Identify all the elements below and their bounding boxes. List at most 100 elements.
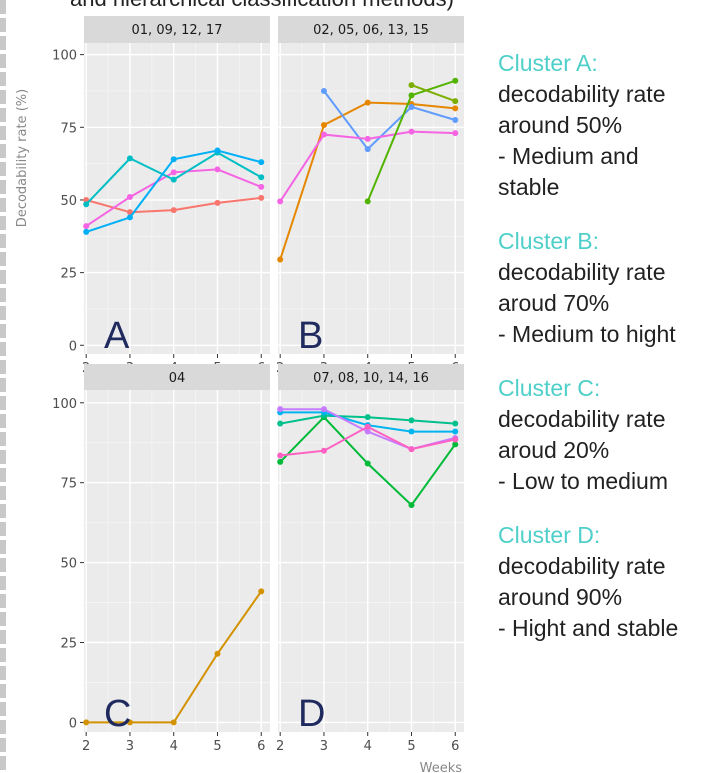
data-point xyxy=(408,428,415,435)
data-point xyxy=(320,131,327,138)
data-point xyxy=(452,77,459,84)
data-point xyxy=(170,719,177,726)
data-point xyxy=(83,228,90,235)
x-tick-label: 4 xyxy=(170,739,178,754)
facet-strip-label: 07, 08, 10, 14, 16 xyxy=(313,371,429,386)
data-point xyxy=(364,414,371,421)
x-axis-title: Weeks xyxy=(420,761,463,773)
data-point xyxy=(277,198,284,205)
cluster-b-line: - Medium to hight xyxy=(498,321,676,347)
data-point xyxy=(452,117,459,124)
data-point xyxy=(83,201,90,208)
data-point xyxy=(452,98,459,105)
cluster-b-line: aroud 70% xyxy=(498,290,610,316)
cluster-c-line: decodability rate xyxy=(498,406,666,432)
data-point xyxy=(126,214,133,221)
y-tick-label: 25 xyxy=(60,637,77,652)
data-point xyxy=(408,502,415,509)
cluster-letter: B xyxy=(298,315,323,357)
data-point xyxy=(320,406,327,413)
y-tick-label: 0 xyxy=(69,716,77,731)
x-tick-label: 3 xyxy=(126,739,134,754)
y-axis-title: Decodability rate (%) xyxy=(15,89,30,227)
x-tick-label: 5 xyxy=(213,739,221,754)
data-point xyxy=(408,128,415,135)
data-point xyxy=(320,87,327,94)
cluster-a-line: stable xyxy=(498,174,560,200)
data-point xyxy=(408,446,415,453)
data-point xyxy=(408,103,415,110)
data-point xyxy=(364,135,371,142)
x-tick-label: 6 xyxy=(451,739,459,754)
data-point xyxy=(126,194,133,201)
data-point xyxy=(170,156,177,163)
figure-title-fragment: and hierarchical classification methods) xyxy=(70,0,454,12)
facet-strip xyxy=(84,364,270,391)
panel-background xyxy=(84,390,270,732)
data-point xyxy=(277,256,284,263)
cluster-b-heading: Cluster B: xyxy=(498,228,599,254)
series-line xyxy=(323,90,456,151)
data-point xyxy=(320,121,327,128)
cluster-letter: A xyxy=(104,315,130,357)
cluster-note-b: Cluster B: decodability rate aroud 70% -… xyxy=(498,226,706,350)
data-point xyxy=(364,198,371,205)
data-point xyxy=(320,447,327,454)
facet-strip xyxy=(278,16,464,43)
data-point xyxy=(83,223,90,230)
y-tick-label: 100 xyxy=(52,397,77,412)
y-tick-label: 25 xyxy=(60,267,77,282)
data-point xyxy=(452,420,459,427)
facet-strip xyxy=(278,364,464,391)
data-point xyxy=(126,209,133,216)
data-point xyxy=(277,452,284,459)
cluster-c-heading: Cluster C: xyxy=(498,375,601,401)
cluster-c-line: - Low to medium xyxy=(498,468,669,494)
panel-background xyxy=(84,43,270,354)
data-point xyxy=(277,420,284,427)
x-tick-label: 4 xyxy=(364,739,372,754)
data-point xyxy=(258,174,265,181)
facet-strip xyxy=(84,16,270,43)
cluster-d-line: decodability rate xyxy=(498,553,666,579)
data-point xyxy=(258,194,265,201)
cluster-d-line: - Hight and stable xyxy=(498,615,679,641)
panel-background xyxy=(278,390,464,732)
series-line xyxy=(411,84,456,103)
cluster-d-line: around 90% xyxy=(498,584,623,610)
x-tick-label: 5 xyxy=(407,739,415,754)
x-tick-label: 6 xyxy=(257,739,265,754)
data-point xyxy=(452,441,459,448)
data-point xyxy=(452,428,459,435)
cluster-note-a: Cluster A: decodability rate around 50% … xyxy=(498,48,706,203)
data-point xyxy=(452,436,459,443)
data-point xyxy=(452,130,459,137)
cluster-note-d: Cluster D: decodability rate around 90% … xyxy=(498,520,706,644)
data-point xyxy=(214,199,221,206)
cluster-b-line: decodability rate xyxy=(498,259,666,285)
cluster-a-heading: Cluster A: xyxy=(498,50,598,76)
cluster-notes: Cluster A: decodability rate around 50% … xyxy=(498,48,706,667)
data-point xyxy=(364,146,371,153)
cluster-note-c: Cluster C: decodability rate aroud 20% -… xyxy=(498,373,706,497)
data-point xyxy=(170,207,177,214)
y-tick-label: 75 xyxy=(60,121,77,136)
data-point xyxy=(364,99,371,106)
cluster-c-line: aroud 20% xyxy=(498,437,610,463)
data-point xyxy=(214,650,221,657)
data-point xyxy=(83,719,90,726)
data-point xyxy=(364,423,371,430)
cluster-letter: C xyxy=(104,693,131,735)
data-point xyxy=(364,428,371,435)
panel-background xyxy=(278,43,464,354)
left-dashed-border xyxy=(0,0,6,773)
cluster-d-heading: Cluster D: xyxy=(498,522,601,548)
y-tick-label: 0 xyxy=(69,339,77,354)
data-point xyxy=(277,406,284,413)
cluster-a-line: - Medium and xyxy=(498,143,639,169)
data-point xyxy=(408,82,415,89)
data-point xyxy=(258,183,265,190)
data-point xyxy=(364,460,371,467)
y-tick-label: 75 xyxy=(60,477,77,492)
